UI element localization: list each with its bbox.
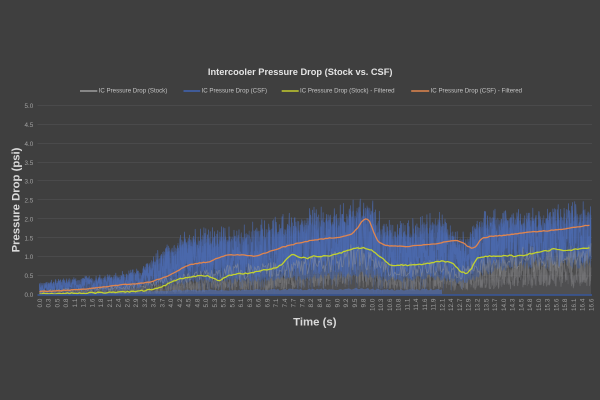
- svg-text:7.7: 7.7: [291, 298, 298, 307]
- svg-text:1.5: 1.5: [25, 235, 34, 242]
- svg-text:2.1: 2.1: [107, 298, 114, 307]
- svg-text:2.6: 2.6: [124, 298, 131, 307]
- svg-text:1.6: 1.6: [89, 298, 96, 307]
- svg-text:12.7: 12.7: [457, 298, 464, 311]
- svg-text:4.5: 4.5: [25, 122, 34, 129]
- svg-text:1.0: 1.0: [25, 254, 34, 261]
- svg-text:2.5: 2.5: [25, 198, 34, 205]
- svg-text:8.7: 8.7: [326, 298, 333, 307]
- svg-text:15.3: 15.3: [545, 298, 552, 311]
- svg-text:2.4: 2.4: [116, 298, 123, 307]
- svg-text:11.1: 11.1: [405, 298, 412, 310]
- svg-text:6.3: 6.3: [247, 298, 254, 307]
- svg-text:0.3: 0.3: [46, 298, 53, 307]
- svg-text:16.1: 16.1: [571, 298, 578, 311]
- svg-text:3.4: 3.4: [151, 298, 158, 307]
- svg-text:Time (s): Time (s): [293, 317, 337, 329]
- svg-text:3.5: 3.5: [25, 160, 34, 167]
- svg-text:10.6: 10.6: [387, 298, 394, 311]
- svg-text:16.6: 16.6: [588, 298, 595, 311]
- svg-text:5.8: 5.8: [229, 298, 236, 307]
- svg-text:5.0: 5.0: [25, 103, 34, 110]
- svg-text:5.3: 5.3: [212, 298, 219, 307]
- svg-text:15.8: 15.8: [562, 298, 569, 311]
- svg-text:16.4: 16.4: [580, 298, 587, 311]
- svg-text:4.0: 4.0: [168, 298, 175, 307]
- svg-text:14.8: 14.8: [527, 298, 534, 311]
- svg-text:4.0: 4.0: [25, 141, 34, 148]
- svg-text:11.6: 11.6: [422, 298, 429, 310]
- svg-text:IC Pressure Drop (CSF) - Filte: IC Pressure Drop (CSF) - Filtered: [431, 87, 523, 94]
- svg-text:2.0: 2.0: [25, 216, 34, 223]
- svg-text:8.2: 8.2: [308, 298, 315, 307]
- svg-text:6.1: 6.1: [238, 298, 245, 307]
- svg-text:9.0: 9.0: [334, 298, 341, 307]
- svg-text:3.7: 3.7: [159, 298, 166, 307]
- svg-text:14.0: 14.0: [501, 298, 508, 311]
- svg-text:4.5: 4.5: [186, 298, 193, 307]
- svg-text:6.6: 6.6: [256, 298, 263, 307]
- svg-text:9.8: 9.8: [361, 298, 368, 307]
- svg-text:14.5: 14.5: [518, 298, 525, 311]
- svg-text:9.2: 9.2: [343, 298, 350, 307]
- svg-text:15.0: 15.0: [536, 298, 543, 311]
- svg-text:14.3: 14.3: [510, 298, 517, 311]
- svg-text:6.9: 6.9: [264, 298, 271, 307]
- svg-text:8.4: 8.4: [317, 298, 324, 307]
- svg-text:10.3: 10.3: [378, 298, 385, 311]
- svg-text:10.0: 10.0: [370, 298, 377, 311]
- svg-text:IC Pressure Drop (Stock): IC Pressure Drop (Stock): [99, 87, 168, 94]
- svg-text:0.5: 0.5: [25, 273, 34, 280]
- svg-text:10.8: 10.8: [396, 298, 403, 311]
- svg-text:1.1: 1.1: [72, 298, 79, 307]
- svg-text:11.4: 11.4: [413, 298, 420, 310]
- svg-text:4.2: 4.2: [177, 298, 184, 307]
- svg-text:15.6: 15.6: [553, 298, 560, 311]
- svg-text:1.8: 1.8: [98, 298, 105, 307]
- svg-text:7.1: 7.1: [273, 298, 280, 307]
- svg-text:Pressure Drop (psi): Pressure Drop (psi): [10, 147, 22, 252]
- svg-text:9.5: 9.5: [352, 298, 359, 307]
- svg-text:5.0: 5.0: [203, 298, 210, 307]
- svg-text:12.9: 12.9: [466, 298, 473, 311]
- svg-text:3.2: 3.2: [142, 298, 149, 307]
- svg-text:0.8: 0.8: [63, 298, 70, 307]
- svg-text:12.4: 12.4: [448, 298, 455, 311]
- svg-text:12.1: 12.1: [440, 298, 447, 311]
- svg-text:13.5: 13.5: [483, 298, 490, 311]
- svg-text:5.5: 5.5: [221, 298, 228, 307]
- svg-text:IC Pressure Drop (CSF): IC Pressure Drop (CSF): [202, 87, 268, 94]
- svg-text:2.9: 2.9: [133, 298, 140, 307]
- svg-text:11.9: 11.9: [431, 298, 438, 310]
- svg-text:7.9: 7.9: [299, 298, 306, 307]
- svg-text:Intercooler Pressure Drop (Sto: Intercooler Pressure Drop (Stock vs. CSF…: [208, 67, 393, 77]
- svg-text:0.0: 0.0: [37, 298, 44, 307]
- svg-text:IC Pressure Drop (Stock) - Fil: IC Pressure Drop (Stock) - Filtered: [300, 87, 395, 94]
- svg-text:0.0: 0.0: [25, 292, 34, 299]
- svg-text:13.7: 13.7: [492, 298, 499, 311]
- svg-text:0.5: 0.5: [54, 298, 61, 307]
- svg-text:7.4: 7.4: [282, 298, 289, 307]
- svg-text:1.3: 1.3: [81, 298, 88, 307]
- svg-text:3.0: 3.0: [25, 179, 34, 186]
- svg-text:13.2: 13.2: [475, 298, 482, 311]
- svg-text:4.8: 4.8: [194, 298, 201, 307]
